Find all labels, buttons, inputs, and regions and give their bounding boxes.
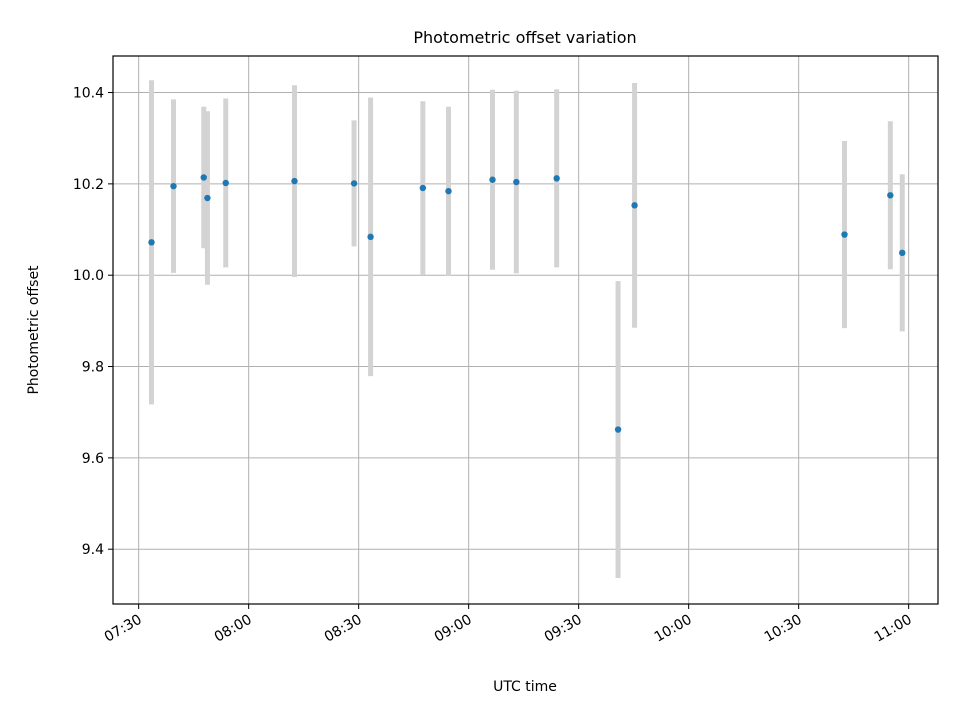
x-tick-label: 08:00 bbox=[212, 612, 255, 646]
data-point bbox=[350, 180, 358, 187]
data-point bbox=[200, 174, 207, 181]
grid bbox=[113, 56, 938, 604]
x-tick-label: 11:00 bbox=[872, 612, 915, 646]
data-point bbox=[899, 249, 906, 257]
data-point bbox=[631, 202, 638, 209]
x-tick-label: 08:30 bbox=[322, 612, 365, 646]
data-point bbox=[553, 175, 560, 182]
y-axis-label: Photometric offset bbox=[26, 265, 42, 395]
y-tick-label: 9.8 bbox=[82, 360, 104, 376]
x-tick-label: 07:30 bbox=[102, 612, 145, 646]
data-point bbox=[204, 194, 211, 202]
x-axis-label: UTC time bbox=[493, 679, 557, 695]
y-tick-label: 10.4 bbox=[73, 86, 104, 102]
data-point bbox=[445, 187, 452, 195]
y-tick-label: 9.6 bbox=[82, 451, 104, 467]
data-point bbox=[614, 426, 622, 433]
x-tick-label: 10:30 bbox=[762, 612, 805, 646]
y-tick-label: 10.2 bbox=[73, 177, 104, 193]
x-tick-label: 09:30 bbox=[542, 612, 585, 646]
y-tick-label: 10.0 bbox=[73, 268, 104, 284]
data-points bbox=[148, 174, 906, 433]
data-point bbox=[513, 178, 520, 186]
data-point bbox=[148, 239, 155, 246]
data-point bbox=[170, 182, 177, 190]
y-axis-ticks: 9.4 9.6 9.8 10.0 10.2 10.4 bbox=[73, 86, 113, 558]
data-point bbox=[222, 179, 229, 187]
data-point bbox=[291, 177, 298, 185]
chart-title: Photometric offset variation bbox=[413, 28, 636, 47]
data-point bbox=[419, 184, 427, 192]
data-point bbox=[367, 233, 374, 241]
data-point bbox=[887, 192, 894, 199]
x-axis-ticks: 07:30 08:00 08:30 09:00 09:30 10:00 10:30 11:00 bbox=[102, 604, 915, 646]
x-tick-label: 09:00 bbox=[432, 612, 475, 646]
data-point bbox=[489, 176, 496, 183]
y-tick-label: 9.4 bbox=[82, 542, 104, 558]
error-bars bbox=[149, 80, 905, 578]
x-tick-label: 10:00 bbox=[652, 612, 695, 646]
plot-frame bbox=[112, 55, 939, 605]
data-point bbox=[841, 231, 848, 238]
